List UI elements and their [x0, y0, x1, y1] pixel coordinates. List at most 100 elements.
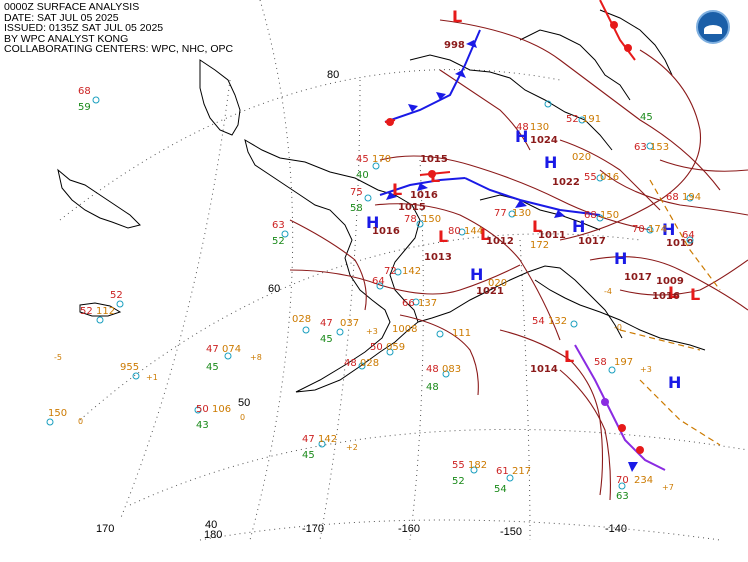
- station-pressure: 217: [512, 466, 531, 477]
- station-model: 52: [110, 290, 124, 308]
- station-pressure: 016: [600, 172, 619, 183]
- pressure-center-value: 1016: [410, 190, 438, 201]
- tendency-value: -4: [604, 287, 612, 296]
- station-temperature: 52: [566, 114, 579, 125]
- station-temperature: 77: [494, 208, 507, 219]
- tendency-value: +3: [366, 327, 378, 336]
- pressure-center-letter: H: [572, 217, 585, 236]
- station-dewpoint: 45: [320, 334, 333, 345]
- station-model: 52 112: [80, 306, 115, 324]
- station-temperature: 47: [206, 344, 219, 355]
- station-model: 955: [120, 362, 140, 380]
- station-model: 55 52 182: [452, 460, 487, 487]
- pressure-center-letter: H: [662, 220, 675, 239]
- station-pressure: 172: [530, 240, 549, 251]
- header-line-date: DATE: SAT JUL 05 2025: [4, 11, 119, 24]
- station-pressure: 142: [318, 434, 337, 445]
- pressure-center-value: 1013: [424, 252, 452, 263]
- pressure-center-value: 1011: [538, 230, 566, 241]
- station-pressure: 150: [48, 408, 67, 419]
- station-model: 028: [292, 314, 311, 334]
- station-pressure: 142: [402, 266, 421, 277]
- station-temperature: 70: [632, 224, 645, 235]
- station-model: 47 45 037: [320, 318, 359, 345]
- station-model: 150: [46, 408, 67, 426]
- station-temperature: 52: [110, 290, 123, 301]
- station-model: 48 130: [516, 100, 552, 133]
- station-temperature: 72: [384, 266, 397, 277]
- header-line-centers: COLLABORATING CENTERS: WPC, NHC, OPC: [4, 43, 234, 55]
- station-dewpoint: 59: [78, 102, 91, 113]
- station-pressure: 234: [634, 475, 653, 486]
- pressure-center-value: 1019: [666, 238, 694, 249]
- station-model: 48 48 083: [426, 364, 461, 393]
- lat-label-40: 40: [205, 519, 217, 531]
- pressure-center-value: 1024: [530, 135, 558, 146]
- troughs: [619, 179, 721, 446]
- station-model: 50 059: [370, 342, 405, 356]
- pressure-center-value: 1009: [656, 276, 684, 287]
- warm-front: [384, 0, 636, 178]
- station-temperature: 45: [356, 154, 369, 165]
- pressure-center-value: 998: [444, 40, 465, 51]
- station-dewpoint: 48: [426, 382, 439, 393]
- station-model: 111: [436, 328, 471, 339]
- tendency-value: 0: [240, 413, 245, 422]
- station-model: 77 130: [494, 208, 531, 219]
- station-pressure: 028: [292, 314, 311, 325]
- station-pressure: 130: [512, 208, 531, 219]
- station-model: 1008: [392, 324, 417, 335]
- station-pressure: 182: [468, 460, 487, 471]
- station-model: 58 197: [594, 357, 633, 374]
- station-model: 68 194: [666, 192, 701, 203]
- pressure-tendencies: +3 +8 -5 +1 0 0 +2 +7 +3 -4 -0: [54, 287, 674, 492]
- occluded-front: [574, 344, 666, 472]
- header-line-issued: ISSUED: 0135Z SAT JUL 05 2025: [4, 22, 164, 34]
- station-model: 47 45 074: [206, 344, 241, 373]
- pressure-center-letter: H: [668, 373, 681, 392]
- pressure-center-value: 1012: [486, 236, 514, 247]
- station-pressure: 083: [442, 364, 461, 375]
- station-dewpoint: 45: [206, 362, 219, 373]
- header-line-title: 0000Z SURFACE ANALYSIS: [4, 1, 140, 13]
- station-model: 020 020: [488, 152, 591, 289]
- cold-front: [379, 29, 601, 218]
- station-pressure: 130: [530, 122, 549, 133]
- station-dewpoint: 43: [196, 420, 209, 431]
- station-model: 63 52: [272, 220, 289, 247]
- station-dewpoint: 45: [302, 450, 315, 461]
- station-temperature: 47: [320, 318, 333, 329]
- station-model: 80 144: [448, 226, 483, 237]
- station-pressure: 955: [120, 362, 139, 373]
- pressure-center-value: 1017: [624, 272, 652, 283]
- pressure-center-value: 1021: [476, 286, 504, 297]
- station-model: 78 150: [404, 214, 441, 228]
- station-temperature: 66: [402, 298, 415, 309]
- station-temperature: 68: [666, 192, 679, 203]
- station-temperature: 55: [584, 172, 597, 183]
- station-pressure: 111: [452, 328, 471, 339]
- station-temperature: 61: [496, 466, 509, 477]
- station-model: 66 137: [402, 298, 437, 309]
- station-temperature: 48: [426, 364, 439, 375]
- station-pressure: 137: [418, 298, 437, 309]
- pressure-center-letter: H: [614, 249, 627, 268]
- station-temperature: 63: [634, 142, 647, 153]
- isobars: [289, 19, 748, 501]
- pressure-center-letter: L: [452, 7, 462, 26]
- tendency-value: +3: [640, 365, 652, 374]
- lat-label-80: 80: [327, 69, 339, 81]
- station-pressure: 150: [422, 214, 441, 225]
- pressure-center-letter: L: [480, 225, 490, 244]
- station-model: 47 45 142: [302, 434, 337, 461]
- station-dewpoint: 52: [452, 476, 465, 487]
- station-models: 68 59 45 40 170 75 58 78 150 63 52 72 14…: [46, 86, 701, 502]
- lat-lon-grid: [59, 0, 748, 541]
- lon-label-180: 180: [204, 529, 222, 541]
- tendency-value: 0: [78, 417, 83, 426]
- station-dewpoint: 54: [494, 484, 507, 495]
- station-temperature: 50: [196, 404, 209, 415]
- station-model: 55 016: [584, 172, 619, 183]
- station-temperature: 54: [532, 316, 545, 327]
